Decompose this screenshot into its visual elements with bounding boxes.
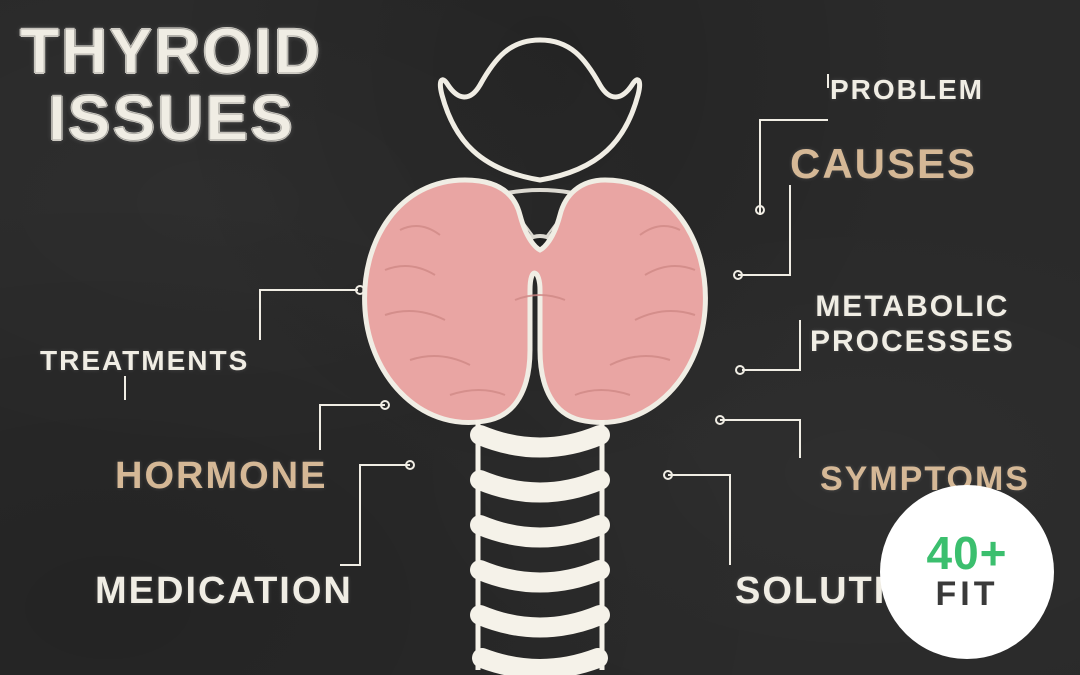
label-problem: PROBLEM — [830, 74, 984, 106]
label-medication: MEDICATION — [95, 570, 353, 613]
infographic-title: THYROID ISSUES — [20, 18, 322, 152]
title-line2: ISSUES — [20, 82, 295, 154]
thyroid-illustration — [330, 30, 750, 670]
label-metabolic: METABOLIC PROCESSES — [810, 290, 1015, 359]
label-hormone: HORMONE — [115, 455, 327, 498]
thyroid-gland — [365, 180, 706, 422]
label-treatments: TREATMENTS — [40, 345, 249, 377]
title-line1: THYROID — [20, 15, 322, 87]
label-causes: CAUSES — [790, 140, 977, 188]
badge-line2: FIT — [936, 576, 999, 613]
badge-line1: 40+ — [926, 530, 1007, 576]
trachea — [480, 435, 600, 669]
chalkboard-canvas: THYROID ISSUES — [0, 0, 1080, 675]
brand-badge: 40+ FIT — [882, 487, 1052, 657]
